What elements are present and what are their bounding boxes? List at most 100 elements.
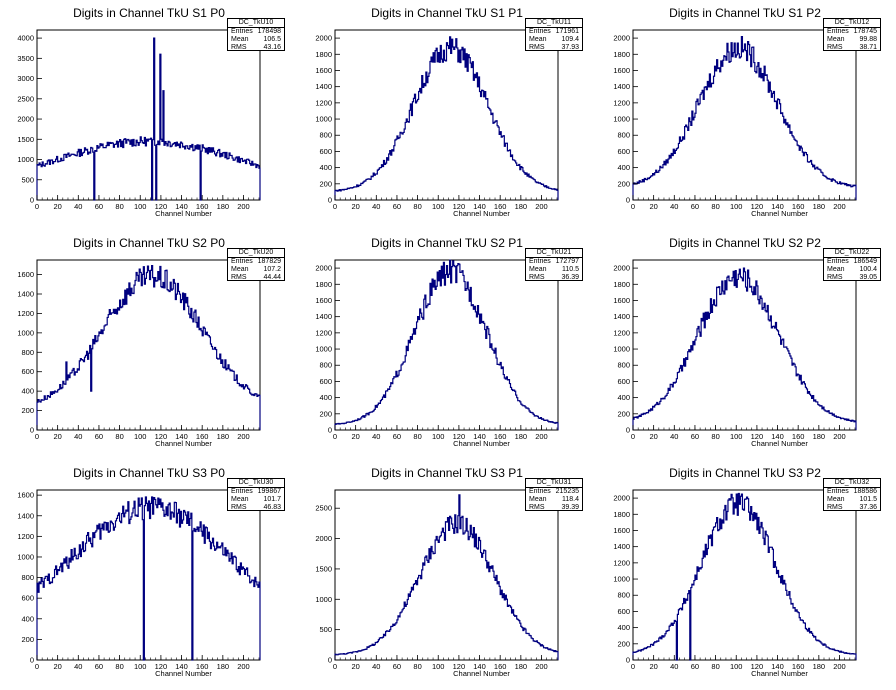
y-tick-label: 1200: [17, 532, 34, 541]
x-tick-label: 20: [351, 662, 359, 671]
x-tick-label: 180: [813, 202, 826, 211]
y-tick-label: 1400: [315, 82, 332, 91]
histogram-pad: Digits in Channel TkU S3 P1 0 500 1000 1500 2…: [298, 460, 596, 690]
histogram-svg: 0 200 400 600 800 1000 1200 1400 1600 1800 2000 0 20…: [315, 29, 559, 218]
stats-entries-label: Entries: [231, 488, 253, 495]
y-tick-label: 1200: [315, 98, 332, 107]
stats-rms-value: 44.44: [263, 274, 281, 281]
y-tick-label: 800: [319, 361, 332, 370]
x-tick-label: 60: [691, 202, 699, 211]
y-tick-label: 2000: [315, 264, 332, 273]
x-axis-title: Channel Number: [453, 209, 510, 218]
y-tick-label: 1600: [315, 66, 332, 75]
x-tick-label: 80: [711, 662, 719, 671]
y-tick-label: 200: [617, 179, 630, 188]
x-tick-label: 120: [155, 432, 168, 441]
x-tick-label: 60: [393, 432, 401, 441]
y-tick-label: 4000: [17, 34, 34, 43]
x-tick-label: 160: [196, 202, 209, 211]
y-tick-label: 3500: [17, 54, 34, 63]
stats-rms-value: 39.05: [859, 274, 877, 281]
y-tick-label: 1400: [613, 312, 630, 321]
y-tick-label: 600: [617, 377, 630, 386]
stats-rms-label: RMS: [827, 44, 843, 51]
x-tick-label: 20: [649, 202, 657, 211]
x-axis-title: Channel Number: [751, 439, 808, 448]
stats-rms-label: RMS: [827, 504, 843, 511]
histogram-svg: 0 500 1000 1500 2000 2500 3000 3500 4000 0 20 40 60 8…: [17, 29, 261, 218]
x-tick-label: 0: [333, 662, 337, 671]
x-tick-label: 20: [53, 432, 61, 441]
y-tick-label: 600: [617, 147, 630, 156]
plot-frame: [632, 259, 857, 431]
x-tick-label: 200: [535, 202, 548, 211]
x-axis-title: Channel Number: [155, 669, 212, 678]
stats-mean-label: Mean: [529, 266, 547, 273]
plot-frame: [36, 489, 261, 661]
histogram-svg: 0 200 400 600 800 1000 1200 1400 1600 1800 2000 0 20…: [613, 29, 857, 218]
x-tick-label: 160: [792, 432, 805, 441]
plot-frame: [36, 259, 261, 431]
y-tick-label: 600: [21, 367, 34, 376]
y-tick-label: 0: [328, 656, 332, 665]
y-tick-label: 1400: [613, 542, 630, 551]
y-tick-label: 200: [21, 406, 34, 415]
stats-entries-label: Entries: [231, 258, 253, 265]
x-tick-label: 60: [393, 202, 401, 211]
stats-title: DC_TkU30: [228, 479, 284, 488]
x-tick-label: 80: [115, 662, 123, 671]
stats-box: DC_TkU12 Entries 178745 Mean 99.88 RMS 38.71: [823, 18, 881, 51]
stats-mean-label: Mean: [231, 266, 249, 273]
histogram-title: Digits in Channel TkU S2 P1: [371, 236, 523, 250]
x-tick-label: 200: [833, 202, 846, 211]
y-tick-label: 400: [319, 163, 332, 172]
x-tick-label: 80: [413, 662, 421, 671]
histogram-svg: 0 200 400 600 800 1000 1200 1400 1600 1800 2000 0 20…: [613, 259, 857, 448]
x-tick-label: 20: [351, 432, 359, 441]
x-tick-label: 160: [494, 662, 507, 671]
y-tick-label: 1800: [315, 50, 332, 59]
x-tick-label: 180: [515, 202, 528, 211]
x-tick-label: 80: [115, 202, 123, 211]
plot-frame: [632, 489, 857, 661]
x-tick-label: 100: [432, 662, 445, 671]
stats-box: DC_TkU22 Entries 186549 Mean 100.4 RMS 39.05: [823, 248, 881, 281]
histogram-title: Digits in Channel TkU S2 P2: [669, 236, 821, 250]
x-tick-label: 80: [711, 202, 719, 211]
stats-entries-value: 171961: [555, 28, 579, 35]
histogram-series: [36, 265, 261, 430]
x-axis-title: Channel Number: [453, 669, 510, 678]
histogram-svg: 0 200 400 600 800 1000 1200 1400 1600 1800 2000 0 20…: [613, 489, 857, 678]
histogram-series: [36, 496, 261, 661]
x-axis-title: Channel Number: [751, 209, 808, 218]
y-tick-label: 1800: [315, 280, 332, 289]
plot-frame: [334, 489, 559, 661]
x-tick-label: 100: [134, 662, 147, 671]
x-axis-title: Channel Number: [453, 439, 510, 448]
stats-mean-value: 106.5: [263, 36, 281, 43]
stats-mean-value: 110.5: [562, 266, 579, 273]
histogram-pad: Digits in Channel TkU S1 P1 0 200 400 600 800…: [298, 0, 596, 230]
x-tick-label: 200: [833, 662, 846, 671]
y-tick-label: 1000: [613, 575, 630, 584]
y-tick-label: 3000: [17, 74, 34, 83]
y-tick-label: 600: [21, 594, 34, 603]
x-tick-label: 40: [372, 432, 380, 441]
y-tick-label: 1000: [17, 552, 34, 561]
x-tick-label: 40: [670, 662, 678, 671]
stats-mean-value: 107.2: [263, 266, 281, 273]
stats-rms-label: RMS: [827, 274, 843, 281]
stats-rms-label: RMS: [231, 274, 247, 281]
y-tick-label: 2000: [613, 34, 630, 43]
stats-title: DC_TkU20: [228, 249, 284, 258]
x-tick-label: 180: [217, 662, 230, 671]
y-tick-label: 1800: [613, 510, 630, 519]
stats-rms-label: RMS: [231, 504, 247, 511]
histogram-series: [632, 267, 857, 430]
stats-entries-label: Entries: [231, 28, 253, 35]
y-tick-label: 500: [319, 625, 332, 634]
y-tick-label: 2000: [315, 34, 332, 43]
x-tick-label: 120: [453, 662, 466, 671]
x-tick-label: 120: [453, 202, 466, 211]
stats-entries-label: Entries: [827, 28, 849, 35]
